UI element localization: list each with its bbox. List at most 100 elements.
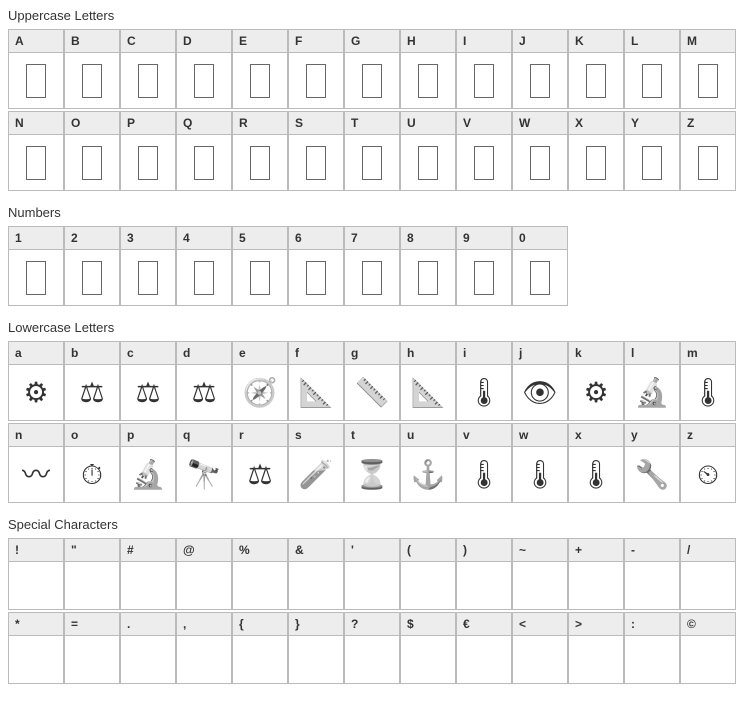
char-cell[interactable]: . [120,612,176,684]
char-cell[interactable]: u⚓ [400,423,456,503]
char-cell[interactable]: b⚖ [64,341,120,421]
char-label: 5 [233,227,287,250]
char-cell[interactable]: $ [400,612,456,684]
char-label: ? [345,613,399,636]
char-cell[interactable]: 0 [512,226,568,306]
char-cell[interactable]: " [64,538,120,610]
char-cell[interactable]: ! [8,538,64,610]
char-cell[interactable]: M [680,29,736,109]
char-cell[interactable]: t⏳ [344,423,400,503]
char-cell[interactable]: 7 [344,226,400,306]
char-cell[interactable]: ) [456,538,512,610]
char-cell[interactable]: Q [176,111,232,191]
char-cell[interactable]: n〰 [8,423,64,503]
char-cell[interactable]: Z [680,111,736,191]
char-cell[interactable]: © [680,612,736,684]
char-cell[interactable]: y🔧 [624,423,680,503]
char-cell[interactable]: = [64,612,120,684]
char-cell[interactable]: 2 [64,226,120,306]
char-cell[interactable]: l🔬 [624,341,680,421]
char-cell[interactable]: / [680,538,736,610]
char-cell[interactable]: w🌡 [512,423,568,503]
char-cell[interactable]: ' [344,538,400,610]
char-cell[interactable]: k⚙ [568,341,624,421]
char-cell[interactable]: € [456,612,512,684]
char-cell[interactable]: r⚖ [232,423,288,503]
char-cell[interactable]: v🌡 [456,423,512,503]
char-cell[interactable]: > [568,612,624,684]
char-cell[interactable]: N [8,111,64,191]
char-cell[interactable]: I [456,29,512,109]
char-glyph-body [289,135,343,190]
char-cell[interactable]: W [512,111,568,191]
char-cell[interactable]: + [568,538,624,610]
char-cell[interactable]: L [624,29,680,109]
char-label: l [625,342,679,365]
char-cell[interactable]: J [512,29,568,109]
char-cell[interactable]: 6 [288,226,344,306]
char-cell[interactable]: @ [176,538,232,610]
char-cell[interactable]: j👁 [512,341,568,421]
char-cell[interactable]: 1 [8,226,64,306]
char-cell[interactable]: a⚙ [8,341,64,421]
char-cell[interactable]: 4 [176,226,232,306]
char-cell[interactable]: O [64,111,120,191]
char-cell[interactable]: , [176,612,232,684]
char-cell[interactable]: C [120,29,176,109]
char-cell[interactable]: S [288,111,344,191]
char-cell[interactable]: { [232,612,288,684]
char-cell[interactable]: f📐 [288,341,344,421]
glyph-icon: ⚖ [79,379,104,407]
char-label: , [177,613,231,636]
char-cell[interactable]: g📏 [344,341,400,421]
char-cell[interactable]: o⏱ [64,423,120,503]
char-cell[interactable]: < [512,612,568,684]
char-cell[interactable]: x🌡 [568,423,624,503]
char-cell[interactable]: K [568,29,624,109]
char-cell[interactable]: c⚖ [120,341,176,421]
char-cell[interactable]: A [8,29,64,109]
char-cell[interactable]: s🧪 [288,423,344,503]
char-cell[interactable]: - [624,538,680,610]
empty-glyph-icon [362,146,382,180]
char-cell[interactable]: q🔭 [176,423,232,503]
char-cell[interactable]: T [344,111,400,191]
char-cell[interactable]: B [64,29,120,109]
char-cell[interactable]: 5 [232,226,288,306]
char-cell[interactable]: 8 [400,226,456,306]
char-cell[interactable]: E [232,29,288,109]
char-cell[interactable]: F [288,29,344,109]
char-cell[interactable]: % [232,538,288,610]
char-cell[interactable]: 9 [456,226,512,306]
char-cell[interactable]: i🌡 [456,341,512,421]
char-label: q [177,424,231,447]
char-row: 1234567890 [8,226,740,306]
char-cell[interactable]: d⚖ [176,341,232,421]
char-cell[interactable]: ? [344,612,400,684]
char-cell[interactable]: ( [400,538,456,610]
char-cell[interactable]: 3 [120,226,176,306]
char-cell[interactable]: p🔬 [120,423,176,503]
char-cell[interactable]: } [288,612,344,684]
char-cell[interactable]: e🧭 [232,341,288,421]
char-cell[interactable]: X [568,111,624,191]
char-glyph-body [625,636,679,683]
char-cell[interactable]: m🌡 [680,341,736,421]
char-cell[interactable]: ~ [512,538,568,610]
char-cell[interactable]: Y [624,111,680,191]
char-glyph-body: 📏 [345,365,399,420]
char-cell[interactable]: G [344,29,400,109]
char-cell[interactable]: : [624,612,680,684]
char-cell[interactable]: P [120,111,176,191]
char-cell[interactable]: H [400,29,456,109]
char-cell[interactable]: h📐 [400,341,456,421]
char-cell[interactable]: V [456,111,512,191]
char-cell[interactable]: z⏲ [680,423,736,503]
char-label: > [569,613,623,636]
char-cell[interactable]: D [176,29,232,109]
char-cell[interactable]: * [8,612,64,684]
char-cell[interactable]: # [120,538,176,610]
char-cell[interactable]: & [288,538,344,610]
char-cell[interactable]: U [400,111,456,191]
char-cell[interactable]: R [232,111,288,191]
